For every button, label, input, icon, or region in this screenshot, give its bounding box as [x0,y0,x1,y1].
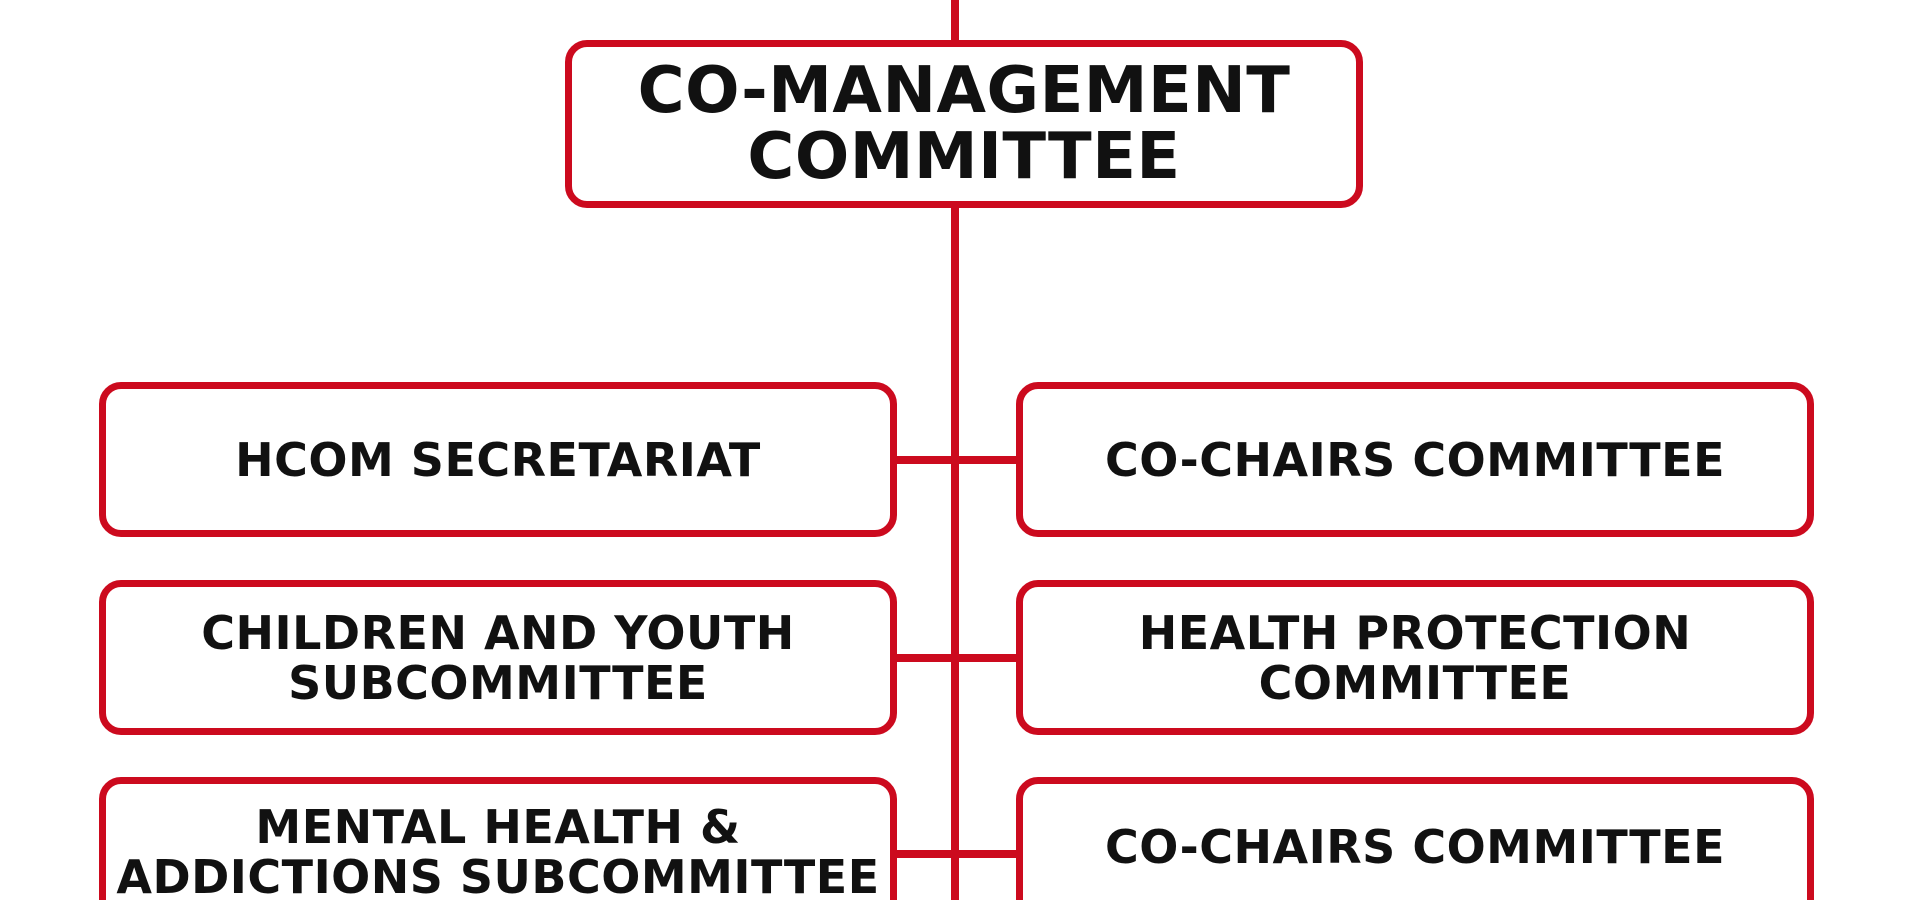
health-protection-committee-box: HEALTH PROTECTION COMMITTEE [1016,580,1814,735]
hcom-secretariat-line1: HCOM SECRETARIAT [235,432,761,487]
children-youth-line1: CHILDREN AND YOUTH [201,605,795,660]
connector-row1-horizontal [897,456,1023,464]
mental-health-line1: MENTAL HEALTH & [255,800,741,854]
children-youth-line2: SUBCOMMITTEE [288,655,708,710]
mental-health-addictions-subcommittee-box: MENTAL HEALTH & ADDICTIONS SUBCOMMITTEE [99,777,897,900]
co-chairs-committee-box-1: CO-CHAIRS COMMITTEE [1016,382,1814,537]
co-management-committee-box: CO-MANAGEMENT COMMITTEE [565,40,1363,208]
children-youth-subcommittee-box: CHILDREN AND YOUTH SUBCOMMITTEE [99,580,897,735]
co-chairs-committee-2-line1: CO-CHAIRS COMMITTEE [1104,820,1726,874]
co-management-committee-line1: CO-MANAGEMENT [637,54,1291,128]
connector-top-vertical [951,0,959,40]
mental-health-line2: ADDICTIONS SUBCOMMITTEE [116,850,880,900]
co-management-committee-line2: COMMITTEE [747,120,1181,194]
connector-main-vertical [951,208,959,900]
hcom-secretariat-box: HCOM SECRETARIAT [99,382,897,537]
co-chairs-committee-box-2: CO-CHAIRS COMMITTEE [1016,777,1814,900]
co-chairs-committee-line1: CO-CHAIRS COMMITTEE [1104,432,1726,487]
connector-row3-horizontal [897,850,1023,858]
health-protection-line1: HEALTH PROTECTION [1138,605,1692,660]
health-protection-line2: COMMITTEE [1258,655,1572,710]
connector-row2-horizontal [897,654,1023,662]
